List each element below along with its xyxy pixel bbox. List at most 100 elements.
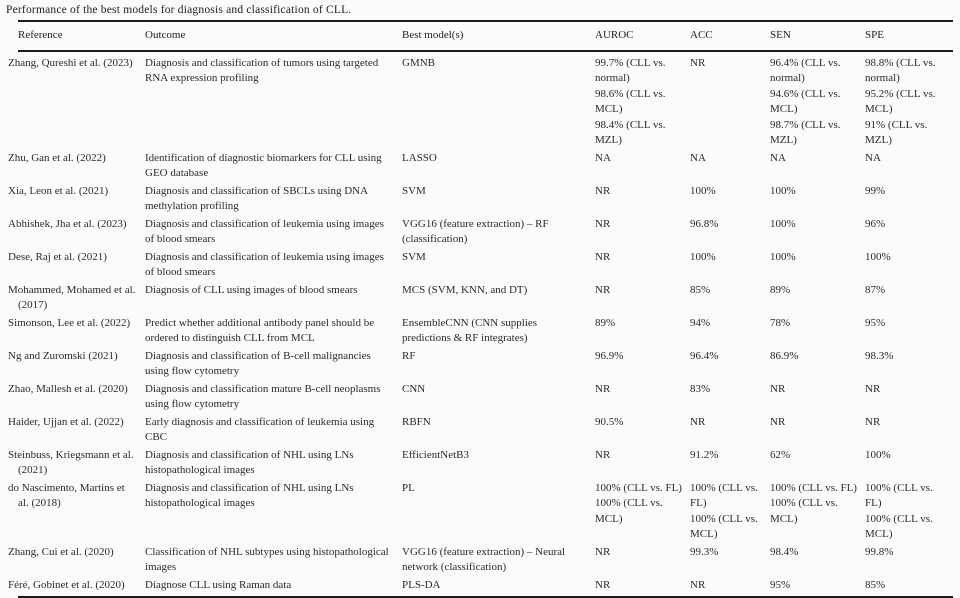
- cell-acc: 94%: [690, 316, 711, 329]
- cell-reference: Zhao, Mallesh et al. (2020): [8, 382, 128, 395]
- cell-acc: 100%: [690, 184, 716, 197]
- cell-reference: Zhu, Gan et al. (2022): [8, 151, 106, 164]
- cell-reference: do Nascimento, Martins et al. (2018): [8, 481, 125, 510]
- metric-value: 99.7% (CLL vs. normal): [595, 56, 666, 85]
- cell-reference: Dese, Raj et al. (2021): [8, 250, 107, 263]
- cell-sen: 95%: [770, 578, 791, 591]
- cell-reference: Zhang, Cui et al. (2020): [8, 545, 114, 558]
- header-row: Reference Outcome Best model(s) AUROC AC…: [18, 20, 953, 52]
- cell-outcome: Diagnosis and classification of leukemia…: [145, 250, 384, 279]
- cell-acc: 85%: [690, 283, 711, 296]
- cell-acc: 99.3%: [690, 545, 719, 558]
- cell-outcome: Diagnosis and classification of NHL usin…: [145, 448, 354, 477]
- performance-table: Reference Outcome Best model(s) AUROC AC…: [8, 20, 953, 595]
- column-header-reference: Reference: [18, 20, 145, 52]
- cell-reference: Mohammed, Mohamed et al. (2017): [8, 283, 136, 312]
- cell-best-model: PLS-DA: [402, 578, 441, 591]
- cell-best-model: GMNB: [402, 56, 436, 69]
- table-row: Zhao, Mallesh et al. (2020) Diagnosis and…: [8, 381, 953, 414]
- table-row: Zhu, Gan et al. (2022) Identification of …: [8, 150, 953, 183]
- table-caption: Performance of the best models for diagn…: [6, 4, 352, 16]
- cell-auroc: NA: [595, 151, 611, 164]
- cell-sen: 86.9%: [770, 349, 799, 362]
- cell-outcome: Identification of diagnostic biomarkers …: [145, 151, 382, 180]
- cell-reference: Simonson, Lee et al. (2022): [8, 316, 131, 329]
- table-row: Mohammed, Mohamed et al. (2017) Diagnosis…: [8, 282, 953, 315]
- cell-best-model: RBFN: [402, 415, 431, 428]
- cell-outcome: Diagnosis and classification mature B-ce…: [145, 382, 381, 411]
- cell-best-model: SVM: [402, 250, 426, 263]
- cell-auroc: NR: [595, 250, 611, 263]
- bottom-double-rule: [18, 596, 953, 598]
- table-row: Féré, Gobinet et al. (2020) Diagnose CLL …: [8, 577, 953, 595]
- table-row: Zhang, Qureshi et al. (2023) Diagnosis an…: [8, 51, 953, 150]
- table-row: Xia, Leon et al. (2021) Diagnosis and cla…: [8, 183, 953, 216]
- cell-sen: NR: [770, 415, 786, 428]
- cell-spe: 100%: [865, 448, 891, 461]
- cell-sen: 100%: [770, 250, 796, 263]
- cell-acc: 100% (CLL vs. FL) 100% (CLL vs. MCL): [690, 480, 770, 544]
- cell-outcome: Classification of NHL subtypes using his…: [145, 545, 389, 574]
- cell-spe: NR: [865, 415, 881, 428]
- cell-auroc: NR: [595, 217, 611, 230]
- cell-best-model: RF: [402, 349, 416, 362]
- cell-sen: NR: [770, 382, 786, 395]
- metric-value: 94.6% (CLL vs. MCL): [770, 87, 841, 116]
- cell-outcome: Diagnosis and classification of B-cell m…: [145, 349, 371, 378]
- column-header-auroc: AUROC: [595, 20, 690, 52]
- metric-value: 98.7% (CLL vs. MZL): [770, 118, 841, 147]
- metric-value: 98.8% (CLL vs. normal): [865, 56, 936, 85]
- cell-outcome: Diagnose CLL using Raman data: [145, 578, 292, 591]
- cell-acc: 83%: [690, 382, 711, 395]
- cell-spe: NR: [865, 382, 881, 395]
- metric-value: 95.2% (CLL vs. MCL): [865, 87, 936, 116]
- metric-value: 100% (CLL vs. FL): [595, 481, 682, 494]
- cell-outcome: Diagnosis and classification of NHL usin…: [145, 481, 354, 510]
- cell-acc: NR: [690, 56, 706, 69]
- cell-auroc: NR: [595, 184, 611, 197]
- table-row: Ng and Zuromski (2021) Diagnosis and clas…: [8, 348, 953, 381]
- cell-outcome: Predict whether additional antibody pane…: [145, 316, 375, 345]
- metric-value: 100% (CLL vs. MCL): [770, 497, 838, 525]
- cell-outcome: Diagnosis and classification of tumors u…: [145, 56, 379, 85]
- cell-best-model: LASSO: [402, 151, 437, 164]
- cell-best-model: EnsembleCNN (CNN supplies predictions & …: [402, 316, 538, 345]
- cell-auroc: NR: [595, 382, 611, 395]
- cell-spe: 95%: [865, 316, 886, 329]
- cell-sen: NA: [770, 151, 786, 164]
- cell-spe: 99%: [865, 184, 886, 197]
- metric-value: 100% (CLL vs. FL): [690, 481, 758, 510]
- cell-spe: NA: [865, 151, 881, 164]
- column-header-acc: ACC: [690, 20, 770, 52]
- cell-spe: 98.8% (CLL vs. normal) 95.2% (CLL vs. MCL…: [865, 51, 953, 150]
- cell-sen: 89%: [770, 283, 791, 296]
- cell-auroc: 100% (CLL vs. FL) 100% (CLL vs. MCL): [595, 480, 690, 544]
- cell-spe: 100% (CLL vs. FL) 100% (CLL vs. MCL): [865, 480, 953, 544]
- cell-acc: 96.4%: [690, 349, 719, 362]
- cell-best-model: MCS (SVM, KNN, and DT): [402, 283, 528, 296]
- table-row: Dese, Raj et al. (2021) Diagnosis and cla…: [8, 249, 953, 282]
- cell-spe: 96%: [865, 217, 886, 230]
- cell-outcome: Diagnosis of CLL using images of blood s…: [145, 283, 358, 296]
- cell-reference: Zhang, Qureshi et al. (2023): [8, 56, 133, 69]
- cell-auroc: NR: [595, 578, 611, 591]
- cell-best-model: VGG16 (feature extraction) – RF (classif…: [402, 217, 549, 246]
- metric-value: 100% (CLL vs. MCL): [865, 512, 933, 541]
- metric-value: 98.4% (CLL vs. MZL): [595, 118, 666, 147]
- cell-sen: 98.4%: [770, 545, 799, 558]
- cell-best-model: EfficientNetB3: [402, 448, 469, 461]
- cell-reference: Abhishek, Jha et al. (2023): [8, 217, 127, 230]
- cell-acc: NR: [690, 578, 706, 591]
- cell-acc: 96.8%: [690, 217, 719, 230]
- cell-sen: 62%: [770, 448, 791, 461]
- cell-best-model: SVM: [402, 184, 426, 197]
- cell-sen: 100%: [770, 184, 796, 197]
- cell-acc: NA: [690, 151, 706, 164]
- metric-value: 100% (CLL vs. MCL): [690, 512, 758, 541]
- cell-auroc: 99.7% (CLL vs. normal) 98.6% (CLL vs. MCL…: [595, 51, 690, 150]
- cell-spe: 99.8%: [865, 545, 894, 558]
- cell-reference: Steinbuss, Kriegsmann et al. (2021): [8, 448, 134, 477]
- cell-spe: 87%: [865, 283, 886, 296]
- cell-outcome: Diagnosis and classification of SBCLs us…: [145, 184, 368, 213]
- cell-auroc: 90.5%: [595, 415, 624, 428]
